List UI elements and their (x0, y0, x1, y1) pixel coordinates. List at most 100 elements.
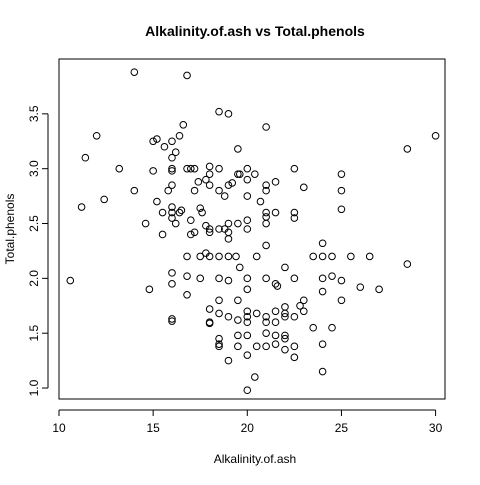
data-point (158, 230, 167, 239)
data-point (290, 164, 299, 173)
data-point (202, 175, 210, 184)
data-point (281, 334, 289, 343)
data-point (262, 312, 270, 321)
data-point (164, 186, 173, 195)
data-point (337, 170, 346, 178)
data-point (318, 239, 327, 248)
data-point (224, 252, 233, 261)
data-point (141, 219, 150, 228)
x-tick-label: 15 (146, 421, 160, 435)
data-point (251, 373, 259, 381)
data-point (234, 219, 242, 228)
data-point (77, 203, 86, 211)
data-point (271, 318, 280, 327)
data-point (205, 181, 214, 189)
data-point (290, 353, 299, 362)
data-point (290, 274, 299, 283)
data-point (262, 186, 270, 195)
data-point (168, 280, 176, 288)
chart-title: Alkalinity.of.ash vs Total.phenols (145, 23, 365, 39)
data-point (262, 274, 270, 283)
data-point (273, 282, 282, 290)
data-point (375, 285, 383, 294)
data-point (158, 208, 167, 217)
data-point (205, 305, 214, 313)
data-point (215, 274, 223, 283)
data-point (228, 179, 237, 187)
data-point (179, 121, 188, 129)
x-tick-label: 20 (241, 421, 255, 435)
data-point (215, 296, 223, 305)
y-tick-label: 1.5 (27, 325, 41, 342)
data-point (196, 252, 205, 261)
data-point (365, 252, 374, 261)
data-point (262, 241, 270, 250)
data-point (262, 208, 270, 217)
data-point (296, 301, 304, 310)
data-point (234, 145, 242, 153)
data-point (234, 331, 242, 340)
data-point (168, 164, 176, 173)
data-point (318, 287, 327, 296)
data-point (290, 342, 299, 351)
data-point (168, 214, 176, 222)
data-point (160, 142, 169, 151)
data-point (215, 309, 223, 318)
data-point (235, 170, 244, 178)
data-point (168, 208, 176, 217)
data-point (187, 230, 195, 239)
x-axis-label: Alkalinity.of.ash (214, 452, 296, 466)
data-point (183, 71, 191, 80)
data-point (168, 315, 176, 323)
data-point (234, 316, 242, 324)
data-point (149, 137, 157, 146)
data-point (328, 323, 336, 332)
data-point (328, 272, 336, 280)
y-axis: 1.0 1.5 2.0 2.5 3.0 3.5 (27, 105, 49, 396)
data-point (224, 110, 233, 118)
data-point (243, 175, 252, 184)
data-point (243, 307, 252, 316)
data-point (234, 296, 242, 305)
data-point (215, 164, 223, 173)
data-point (81, 153, 90, 162)
data-point (183, 291, 191, 299)
plot-frame (58, 58, 446, 400)
data-point (243, 285, 252, 294)
data-point (262, 123, 270, 131)
data-point (175, 131, 184, 140)
data-point (243, 351, 252, 359)
data-point (130, 186, 139, 195)
data-point (220, 192, 229, 200)
data-point (215, 340, 223, 348)
data-point (196, 204, 205, 212)
data-point (290, 312, 299, 321)
data-point (243, 216, 252, 225)
data-point (205, 252, 214, 261)
y-tick-label: 1.0 (27, 379, 41, 396)
data-point (403, 260, 412, 268)
data-point (153, 135, 161, 143)
data-point (168, 317, 176, 325)
data-point (153, 197, 161, 206)
data-point (130, 68, 139, 76)
data-point (205, 228, 214, 237)
data-point (205, 162, 214, 171)
data-point (262, 181, 270, 189)
data-point (145, 285, 154, 294)
data-point (271, 208, 280, 217)
data-point (198, 208, 206, 217)
y-tick-label: 2.0 (27, 270, 41, 287)
data-point (196, 274, 205, 283)
data-point (168, 181, 176, 189)
data-point (262, 329, 270, 337)
x-axis: 10 15 20 25 30 (52, 409, 443, 435)
data-point (171, 148, 180, 157)
data-point (281, 312, 289, 321)
y-tick-label: 3.0 (27, 160, 41, 177)
data-point (92, 131, 101, 140)
data-point (243, 312, 252, 321)
data-point (403, 145, 412, 153)
